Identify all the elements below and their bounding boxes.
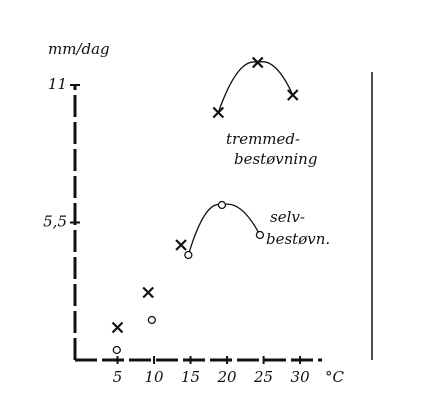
- y-tick-label: 11: [48, 75, 67, 93]
- cross-marker: [212, 106, 225, 119]
- cross-marker: [142, 286, 154, 299]
- y-tick-label: 5,5: [43, 213, 67, 231]
- circle-marker: [184, 250, 193, 260]
- annotation: tremmed-: [226, 130, 300, 148]
- annotation: bestøvn.: [266, 230, 330, 248]
- x-tick-label: 20: [217, 368, 238, 386]
- cross-marker: [111, 321, 124, 334]
- circle-marker: [217, 200, 227, 210]
- x-tick-label: 10: [144, 368, 164, 386]
- x-axis-unit: °C: [325, 368, 345, 386]
- cross-marker: [251, 56, 264, 69]
- curve: [217, 61, 294, 113]
- y-axis-label: mm/dag: [48, 40, 110, 58]
- circle-marker: [255, 230, 265, 240]
- x-tick-label: 30: [291, 368, 311, 386]
- annotation: selv-: [270, 208, 305, 226]
- x-tick-label: 15: [181, 368, 200, 386]
- cross-marker: [287, 89, 299, 101]
- circle-marker: [147, 315, 156, 325]
- cross-marker: [175, 239, 187, 251]
- x-tick-label: 25: [253, 368, 273, 386]
- x-tick-label: 5: [113, 368, 123, 386]
- circle-marker: [112, 345, 121, 355]
- annotation: bestøvning: [234, 150, 317, 168]
- curve: [187, 203, 261, 256]
